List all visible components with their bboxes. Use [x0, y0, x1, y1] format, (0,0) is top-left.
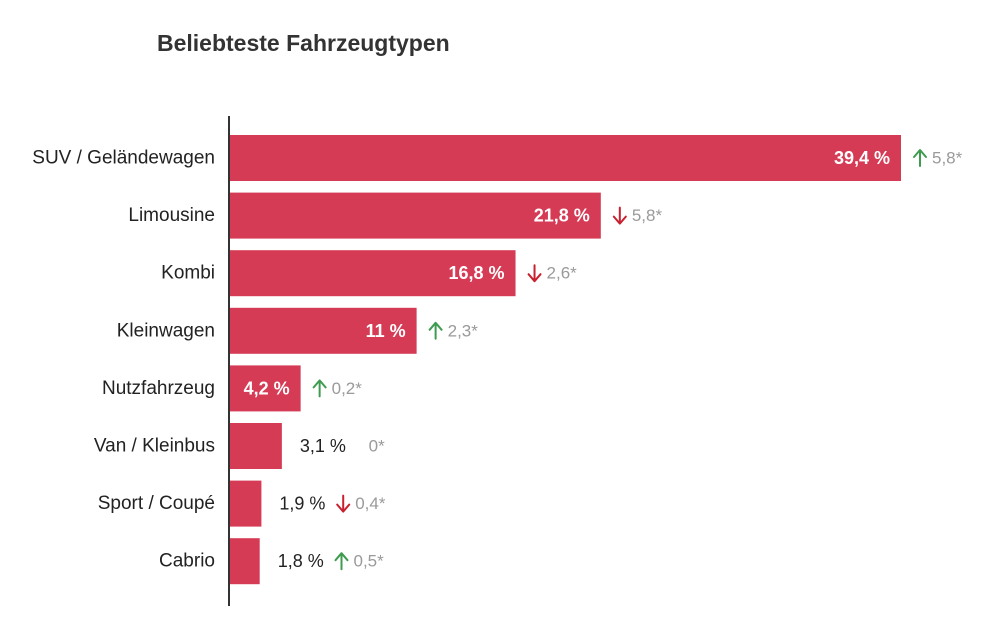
category-label: Limousine	[128, 205, 215, 226]
category-label: Nutzfahrzeug	[102, 378, 215, 399]
value-label: 1,9 %	[279, 494, 325, 514]
value-label: 16,8 %	[448, 263, 504, 283]
bar	[229, 538, 260, 585]
bar	[229, 192, 601, 239]
arrow-up-icon	[913, 149, 927, 167]
category-label: Cabrio	[159, 551, 215, 572]
bar	[229, 135, 901, 181]
arrow-stroke	[913, 149, 927, 167]
labels-layer: SUV / Geländewagen 39,4 % 5,8* Limousine 21,…	[32, 148, 962, 572]
change-label: 2,3*	[448, 321, 479, 340]
arrow-stroke	[527, 264, 542, 283]
arrow-down-icon	[336, 494, 351, 513]
change-label: 0,2*	[332, 379, 363, 398]
bars-layer	[229, 135, 901, 585]
value-label: 11 %	[366, 321, 406, 341]
arrow-up-icon	[312, 379, 327, 398]
arrow-up-icon	[428, 321, 443, 340]
change-label: 5,8*	[632, 206, 663, 225]
value-label: 4,2 %	[244, 378, 290, 398]
bar	[229, 480, 262, 527]
change-label: 2,6*	[547, 264, 578, 283]
category-label: Kleinwagen	[117, 320, 215, 341]
category-label: SUV / Geländewagen	[32, 148, 215, 169]
change-label: 0,4*	[355, 494, 386, 513]
category-label: Kombi	[161, 263, 215, 284]
arrow-down-icon	[612, 206, 627, 225]
bar	[229, 250, 516, 297]
arrow-stroke	[334, 552, 349, 571]
change-label: 0*	[369, 437, 385, 456]
bar	[229, 307, 417, 354]
chart-title: Beliebteste Fahrzeugtypen	[157, 30, 450, 56]
arrow-up-icon	[334, 552, 349, 571]
arrow-stroke	[312, 379, 327, 398]
bar	[229, 423, 282, 469]
value-label: 3,1 %	[300, 436, 346, 456]
value-label: 21,8 %	[534, 206, 590, 226]
category-label: Sport / Coupé	[98, 493, 215, 514]
arrow-stroke	[336, 494, 351, 513]
arrow-stroke	[428, 321, 443, 340]
arrow-stroke	[612, 206, 627, 225]
change-label: 0,5*	[354, 552, 385, 571]
change-label: 5,8*	[932, 149, 963, 168]
category-label: Van / Kleinbus	[94, 436, 215, 457]
arrow-down-icon	[527, 264, 542, 283]
value-label: 1,8 %	[278, 551, 324, 571]
bar	[229, 365, 301, 412]
value-label: 39,4 %	[834, 148, 890, 168]
